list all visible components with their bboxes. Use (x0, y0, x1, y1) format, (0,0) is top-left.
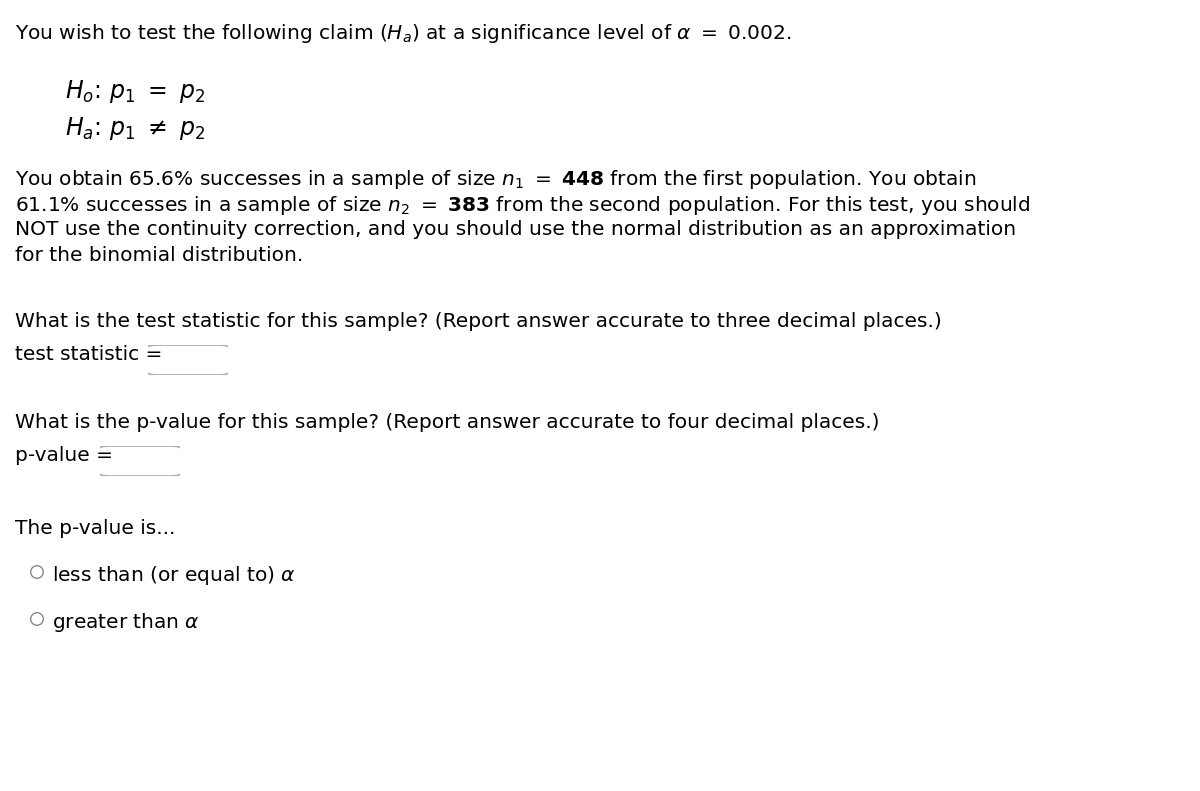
Text: greater than $\alpha$: greater than $\alpha$ (52, 611, 200, 634)
Text: The p-value is...: The p-value is... (14, 519, 175, 538)
Text: test statistic =: test statistic = (14, 345, 162, 364)
Text: for the binomial distribution.: for the binomial distribution. (14, 246, 304, 265)
FancyBboxPatch shape (145, 345, 230, 375)
Text: You wish to test the following claim ($H_a$) at a significance level of $\alpha\: You wish to test the following claim ($H… (14, 22, 792, 45)
Text: p-value =: p-value = (14, 446, 113, 465)
Text: $\mathit{H_a}$: $\mathit{p_1}\ \neq\ \mathit{p_2}$: $\mathit{H_a}$: $\mathit{p_1}\ \neq\ \ma… (65, 115, 205, 142)
Text: less than (or equal to) $\alpha$: less than (or equal to) $\alpha$ (52, 564, 296, 587)
Text: You obtain 65.6% successes in a sample of size $n_1\ =$ $\mathbf{448}$ from the : You obtain 65.6% successes in a sample o… (14, 168, 977, 191)
Circle shape (31, 566, 43, 578)
Text: What is the p-value for this sample? (Report answer accurate to four decimal pla: What is the p-value for this sample? (Re… (14, 413, 880, 432)
Text: $\mathit{H_o}$: $\mathit{p_1}\ =\ \mathit{p_2}$: $\mathit{H_o}$: $\mathit{p_1}\ =\ \mathi… (65, 78, 205, 105)
FancyBboxPatch shape (97, 446, 182, 476)
Circle shape (31, 613, 43, 626)
Text: NOT use the continuity correction, and you should use the normal distribution as: NOT use the continuity correction, and y… (14, 220, 1016, 239)
Text: What is the test statistic for this sample? (Report answer accurate to three dec: What is the test statistic for this samp… (14, 312, 942, 331)
Text: 61.1% successes in a sample of size $n_2\ =$ $\mathbf{383}$ from the second popu: 61.1% successes in a sample of size $n_2… (14, 194, 1031, 217)
